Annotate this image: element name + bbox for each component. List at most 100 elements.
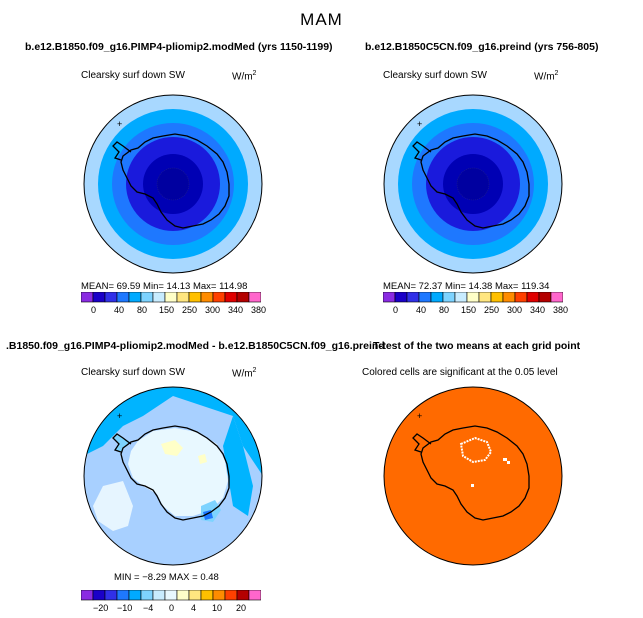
antarctica-outline-model (112, 133, 230, 229)
polar-map-preind: + (383, 94, 563, 274)
cb-label: −10 (117, 603, 133, 613)
colorbar-labels-difference: −20 −10 −4 0 4 10 20 (81, 603, 261, 614)
colorbar-swatch (128, 590, 142, 601)
cb-label: 80 (137, 305, 148, 315)
colorbar-swatch (188, 590, 202, 601)
panel-units-model: W/m2 (232, 70, 257, 83)
colorbar-labels-model: 0 40 80 150 250 300 340 380 (81, 305, 266, 316)
colorbar-swatch (188, 292, 202, 303)
contour-fill-difference (84, 387, 262, 565)
cb-label: 0 (393, 305, 399, 315)
panel-units-preind: W/m2 (534, 70, 559, 83)
cb-label: 250 (182, 305, 198, 315)
colorbar-swatch (514, 292, 528, 303)
colorbar-swatch (490, 292, 504, 303)
colorbar-swatch (224, 292, 238, 303)
colorbar-swatch (394, 292, 408, 303)
colorbar-swatch (152, 292, 166, 303)
colorbar-swatch (176, 292, 190, 303)
cb-label: 20 (236, 603, 247, 613)
cb-label: 300 (507, 305, 523, 315)
svg-text:+: + (417, 119, 422, 129)
colorbar-swatch (248, 590, 261, 601)
colorbar-swatch (236, 292, 250, 303)
cb-label: 40 (114, 305, 125, 315)
svg-text:+: + (417, 411, 422, 421)
panel-variable-model: Clearsky surf down SW (81, 70, 185, 81)
cb-label: 340 (530, 305, 546, 315)
colorbar-swatch (526, 292, 540, 303)
colorbar-swatch (81, 590, 94, 601)
colorbar-model (81, 292, 261, 303)
colorbar-swatch (92, 590, 106, 601)
stats-preind: MEAN= 72.37 Min= 14.38 Max= 119.34 (383, 281, 550, 292)
colorbar-swatch (502, 292, 516, 303)
colorbar-swatch (104, 590, 118, 601)
colorbar-swatch (454, 292, 468, 303)
colorbar-swatch (478, 292, 492, 303)
colorbar-swatch (92, 292, 106, 303)
antarctica-outline-preind (412, 133, 530, 229)
contour-fill-model (84, 95, 262, 273)
cb-label: 0 (91, 305, 97, 315)
colorbar-difference (81, 590, 261, 601)
colorbar-swatch (200, 292, 214, 303)
cb-label: 150 (461, 305, 477, 315)
cb-label: 150 (159, 305, 175, 315)
insignificant-cells (459, 436, 510, 487)
colorbar-swatch (236, 590, 250, 601)
colorbar-swatch (140, 292, 154, 303)
colorbar-swatch (212, 590, 226, 601)
svg-text:+: + (117, 119, 122, 129)
colorbar-swatch (164, 292, 178, 303)
polar-map-ttest: + (383, 386, 563, 566)
cb-label: 40 (416, 305, 427, 315)
colorbar-swatch (466, 292, 480, 303)
colorbar-swatch (383, 292, 396, 303)
colorbar-swatch (176, 590, 190, 601)
colorbar-swatch (116, 292, 130, 303)
cb-label: −4 (143, 603, 154, 613)
colorbar-swatch (104, 292, 118, 303)
cb-label: 10 (212, 603, 223, 613)
contour-fill-preind (384, 95, 562, 273)
colorbar-swatch (224, 590, 238, 601)
panel-variable-preind: Clearsky surf down SW (383, 70, 487, 81)
svg-text:+: + (117, 411, 122, 421)
cb-label: 380 (251, 305, 267, 315)
main-title: MAM (300, 10, 343, 29)
colorbar-swatch (140, 590, 154, 601)
cb-label: 380 (553, 305, 569, 315)
cb-label: 300 (205, 305, 221, 315)
antarctica-outline-difference (112, 425, 230, 521)
panel-title-ttest: T-test of the two means at each grid poi… (373, 340, 581, 352)
colorbar-swatch (538, 292, 552, 303)
colorbar-swatch (212, 292, 226, 303)
colorbar-swatch (406, 292, 420, 303)
panel-title-preind: b.e12.B1850C5CN.f09_g16.preind (yrs 756-… (365, 41, 599, 53)
colorbar-swatch (116, 590, 130, 601)
colorbar-preind (383, 292, 563, 303)
stats-difference: MIN = −8.29 MAX = 0.48 (114, 572, 219, 583)
colorbar-swatch (164, 590, 178, 601)
panel-units-difference: W/m2 (232, 367, 257, 380)
colorbar-labels-preind: 0 40 80 150 250 300 340 380 (383, 305, 568, 316)
cb-label: −20 (93, 603, 109, 613)
colorbar-swatch (200, 590, 214, 601)
cb-label: 0 (169, 603, 175, 613)
colorbar-swatch (430, 292, 444, 303)
polar-map-difference: + (83, 386, 263, 566)
colorbar-swatch (550, 292, 563, 303)
stats-model: MEAN= 69.59 Min= 14.13 Max= 114.98 (81, 281, 248, 292)
colorbar-swatch (152, 590, 166, 601)
antarctica-outline-ttest (412, 425, 530, 521)
ttest-subtitle: Colored cells are significant at the 0.0… (362, 367, 558, 378)
colorbar-swatch (442, 292, 456, 303)
cb-label: 4 (191, 603, 197, 613)
colorbar-swatch (418, 292, 432, 303)
panel-variable-difference: Clearsky surf down SW (81, 367, 185, 378)
colorbar-swatch (248, 292, 261, 303)
panel-title-model: b.e12.B1850.f09_g16.PIMP4-pliomip2.modMe… (25, 41, 333, 53)
panel-title-difference: .B1850.f09_g16.PIMP4-pliomip2.modMed - b… (6, 340, 385, 352)
cb-label: 340 (228, 305, 244, 315)
